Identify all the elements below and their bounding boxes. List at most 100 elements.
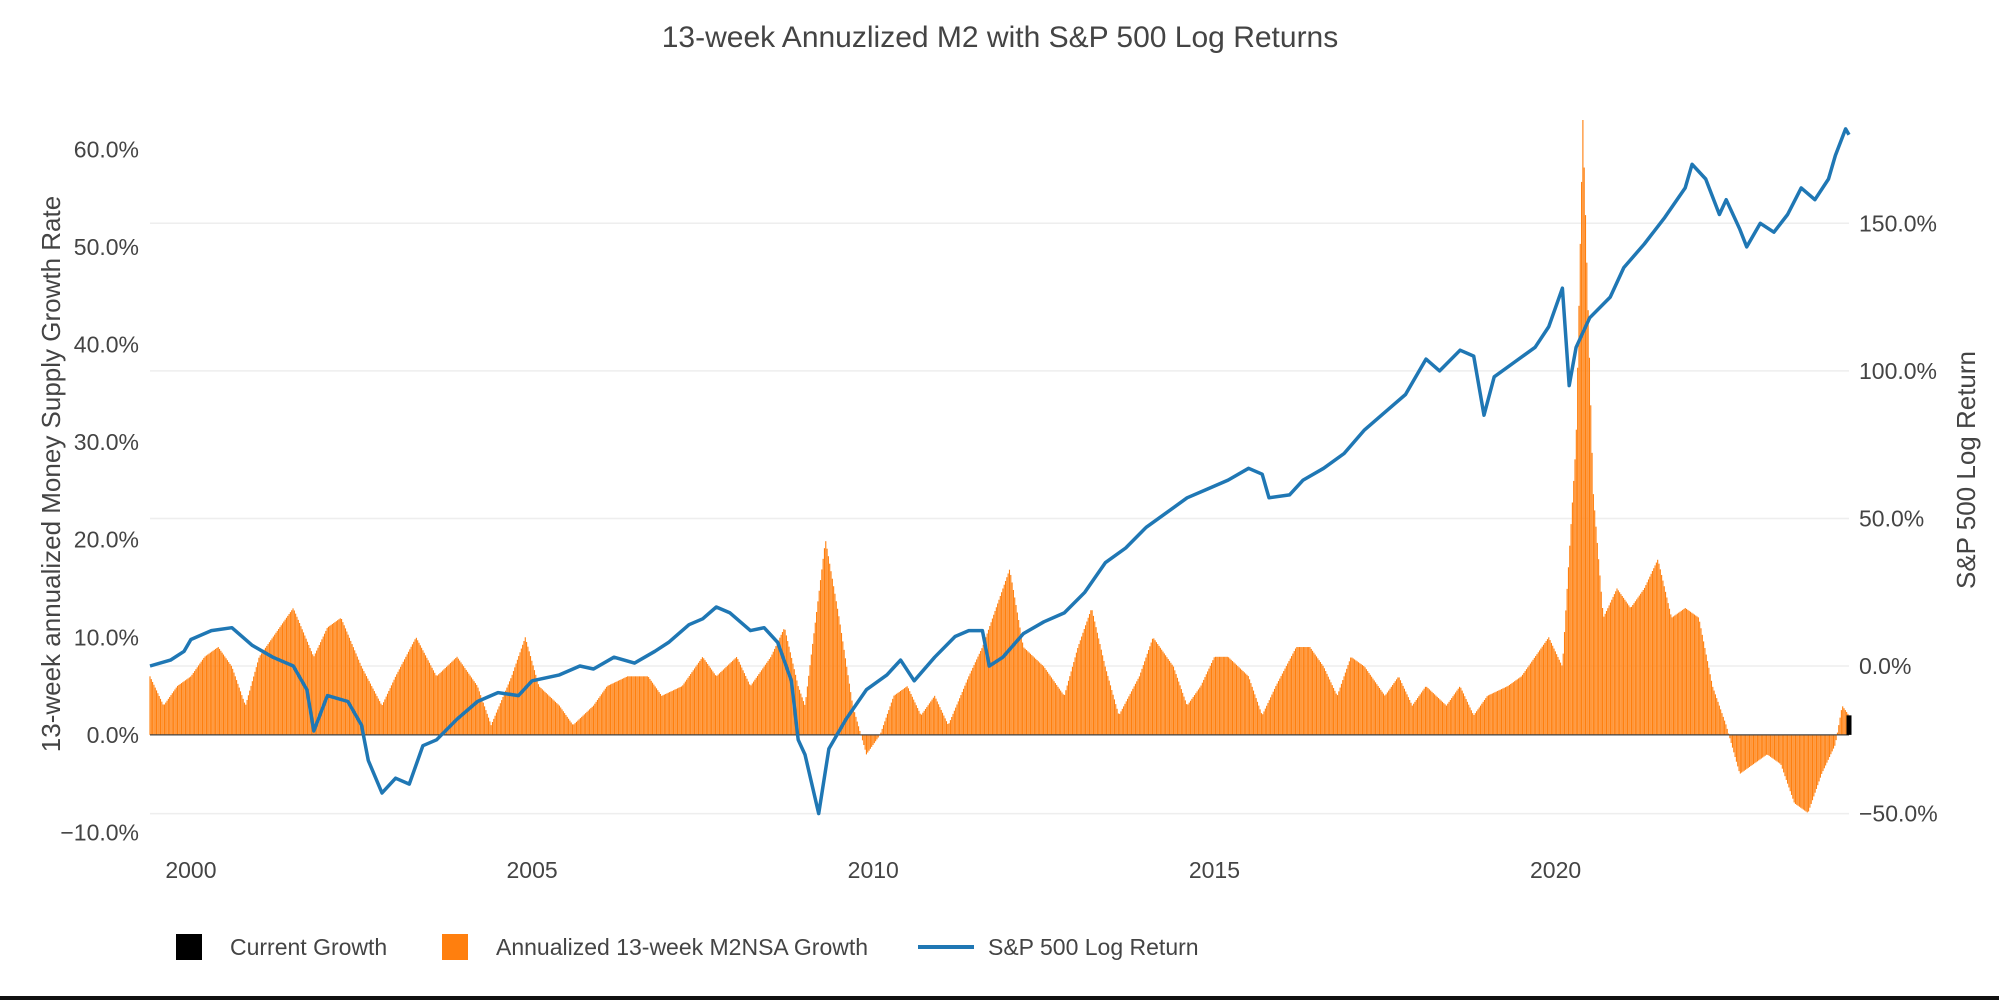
growth-bar: [1031, 655, 1033, 735]
growth-bar: [980, 650, 982, 735]
growth-bar: [1238, 667, 1240, 735]
growth-bar: [1721, 713, 1723, 735]
growth-bar: [1458, 686, 1461, 735]
right-y-tick-label: −50.0%: [1859, 801, 1938, 827]
growth-bar: [1222, 656, 1224, 735]
growth-bar: [968, 676, 970, 735]
growth-bar: [1638, 595, 1640, 735]
growth-bar: [565, 714, 567, 735]
growth-bar: [649, 678, 651, 735]
growth-bar: [1767, 734, 1769, 755]
right-y-axis-label: S&P 500 Log Return: [1951, 351, 1981, 589]
growth-bar: [712, 671, 714, 735]
growth-bar: [355, 653, 357, 735]
growth-bar: [1312, 650, 1314, 735]
growth-bar: [1518, 678, 1520, 735]
growth-bar: [401, 664, 403, 735]
growth-bar: [212, 650, 214, 735]
growth-bar: [1764, 734, 1766, 756]
growth-bar: [1644, 587, 1646, 735]
growth-bar: [170, 695, 172, 735]
growth-bar: [162, 704, 164, 735]
growth-bar: [905, 687, 907, 735]
growth-bar: [541, 689, 543, 735]
growth-bar: [613, 682, 616, 735]
growth-bar: [1176, 677, 1178, 735]
growth-bar: [682, 685, 684, 735]
growth-bar: [1590, 405, 1592, 735]
growth-bar: [1758, 734, 1760, 761]
growth-bar: [981, 648, 983, 735]
x-tick-label: 2015: [1189, 857, 1240, 883]
growth-bar: [1357, 662, 1360, 735]
growth-bar: [443, 669, 445, 735]
growth-bar: [473, 681, 475, 735]
growth-bar: [1352, 658, 1354, 735]
growth-bar: [983, 641, 986, 735]
growth-bar: [1094, 621, 1096, 735]
growth-bar: [1709, 674, 1711, 735]
growth-bar: [1372, 678, 1374, 735]
growth-bar: [1516, 679, 1518, 735]
growth-bar: [789, 652, 791, 735]
growth-bar: [625, 676, 627, 735]
growth-bar: [953, 710, 955, 735]
growth-bar: [358, 659, 360, 735]
growth-bar: [1304, 647, 1306, 735]
growth-bar: [491, 721, 494, 735]
growth-bar: [1292, 653, 1294, 735]
growth-bar: [388, 690, 390, 735]
growth-bar: [1397, 677, 1399, 735]
growth-bar: [1385, 694, 1387, 735]
x-tick-label: 2005: [507, 857, 558, 883]
growth-bar: [855, 716, 857, 735]
growth-bar: [218, 648, 221, 735]
growth-bar: [1095, 627, 1097, 735]
growth-bar: [873, 734, 875, 744]
growth-bar: [1465, 699, 1467, 735]
growth-bar: [1792, 734, 1794, 799]
growth-bar: [1756, 734, 1758, 762]
growth-bars: [149, 120, 1849, 813]
growth-bar: [464, 668, 466, 735]
growth-bar: [1225, 656, 1227, 735]
growth-bar: [602, 692, 604, 735]
growth-bar: [747, 681, 749, 735]
growth-bar: [1498, 690, 1500, 735]
growth-bar: [1443, 703, 1445, 735]
growth-bar: [249, 690, 251, 735]
growth-bar: [1326, 673, 1328, 735]
growth-bar: [796, 680, 798, 735]
growth-bar: [842, 641, 844, 735]
growth-bar: [893, 695, 895, 735]
growth-bar: [621, 678, 623, 735]
growth-bar: [1703, 641, 1705, 735]
growth-bar: [720, 672, 722, 735]
growth-bar: [268, 642, 270, 735]
growth-bar: [722, 669, 724, 735]
growth-bar: [1663, 586, 1665, 735]
growth-bar: [527, 646, 529, 735]
growth-bar: [1460, 687, 1462, 735]
growth-bar: [1731, 734, 1734, 748]
right-y-tick-label: 150.0%: [1859, 210, 1937, 236]
growth-bar: [435, 675, 437, 735]
growth-bar: [833, 586, 835, 735]
growth-bar: [228, 662, 230, 735]
growth-bar: [1037, 661, 1039, 735]
growth-bar: [1085, 625, 1087, 735]
growth-bar: [1158, 645, 1160, 735]
growth-bar: [1752, 734, 1755, 765]
growth-bar: [821, 569, 823, 735]
growth-bar: [1746, 734, 1748, 769]
growth-bar: [978, 653, 980, 735]
growth-bar: [350, 640, 352, 735]
growth-bar: [215, 648, 217, 735]
growth-bar: [616, 681, 618, 735]
growth-bar: [1252, 690, 1255, 735]
growth-bar: [405, 656, 407, 735]
growth-bar: [699, 660, 701, 735]
growth-bar: [1413, 703, 1415, 735]
growth-bar: [201, 659, 204, 735]
growth-bar: [1800, 734, 1802, 808]
